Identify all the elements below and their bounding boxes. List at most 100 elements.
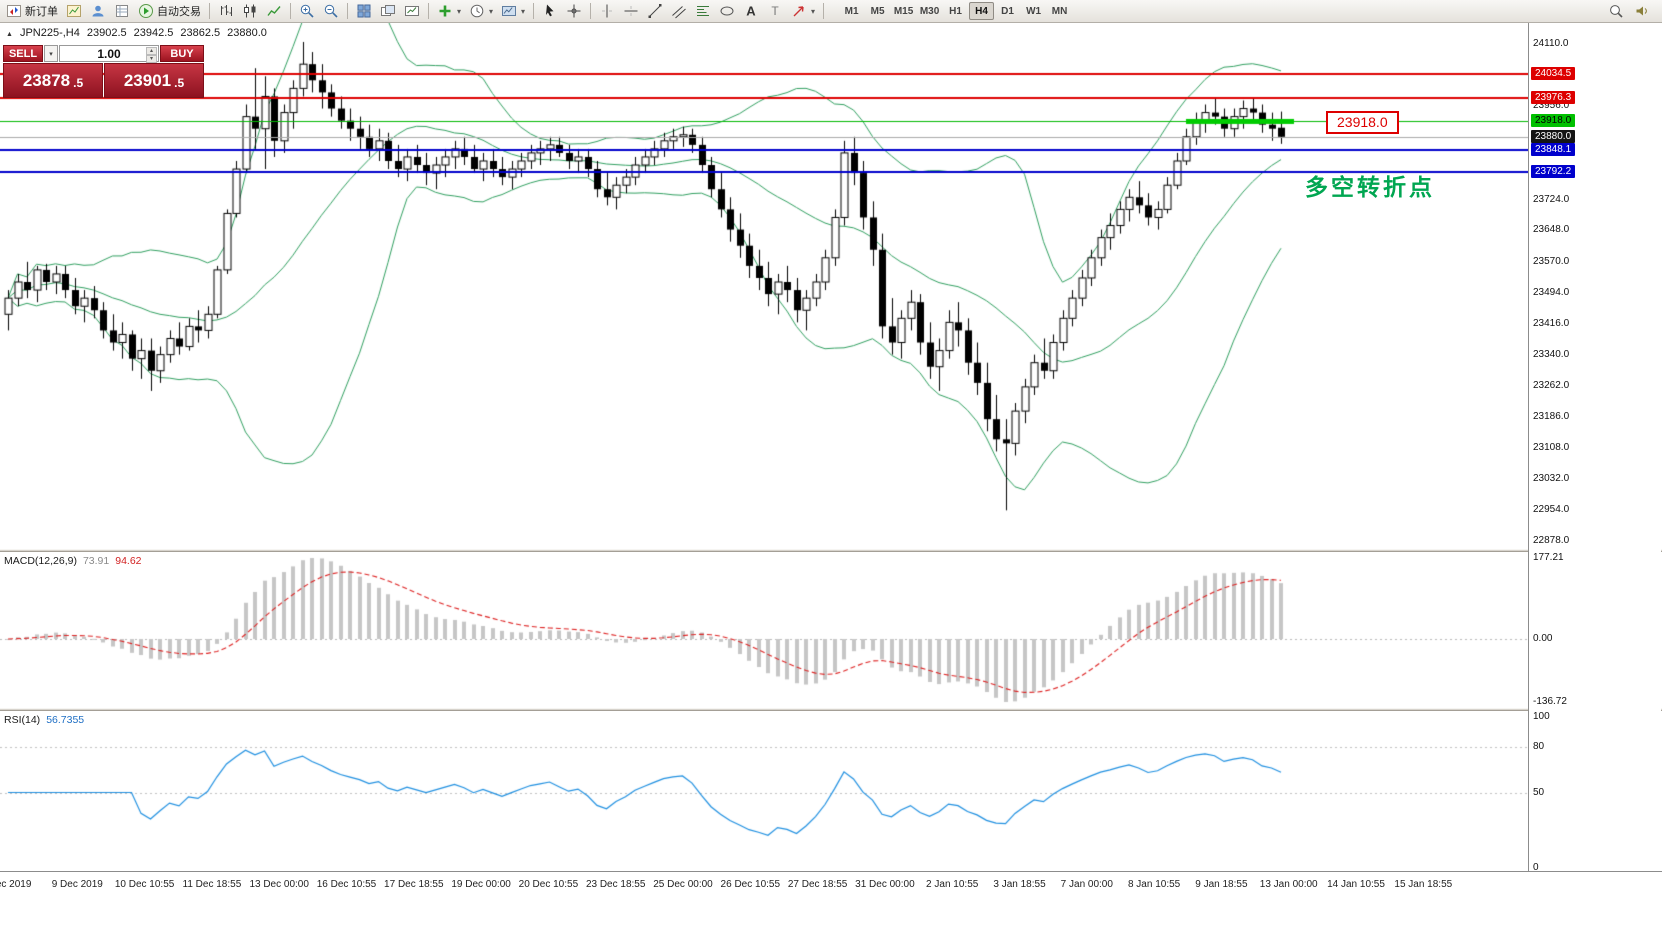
- arrows-button[interactable]: ▾: [788, 1, 818, 21]
- timeframe-group: M1 M5 M15 M30 H1 H4 D1 W1 MN: [839, 2, 1072, 20]
- channel-button[interactable]: [668, 1, 690, 21]
- bar-low-value: 23862.5: [180, 27, 221, 39]
- zoom-out-button[interactable]: [320, 1, 342, 21]
- data-window-button[interactable]: [111, 1, 133, 21]
- arrows-icon: [791, 3, 807, 19]
- price-axis-label: 23648.0: [1533, 224, 1570, 236]
- macd-pane-canvas[interactable]: [0, 552, 1528, 708]
- time-axis-label: 31 Dec 00:00: [855, 879, 915, 890]
- time-axis-label: 15 Jan 18:55: [1394, 879, 1453, 890]
- price-axis-label: 23956.0: [1533, 100, 1570, 112]
- time-axis-label: 23 Dec 18:55: [585, 879, 646, 890]
- price-axis[interactable]: 24110.0 23956.0 23724.0 23648.0 23570.0 23494…: [1529, 23, 1661, 873]
- sell-price-button[interactable]: 23878 .5: [3, 63, 103, 98]
- fibonacci-button[interactable]: [692, 1, 714, 21]
- sound-icon: [1634, 3, 1650, 19]
- autotrading-button[interactable]: 自动交易: [135, 1, 204, 21]
- chevron-down-icon: ▾: [457, 6, 462, 16]
- time-axis[interactable]: Dec 2019 9 Dec 2019 10 Dec 10:55 11 Dec 18:…: [0, 871, 1662, 899]
- periods-button[interactable]: ▾: [466, 1, 496, 21]
- chart-annotation: 多空转折点: [1305, 174, 1435, 200]
- arrange-icon: [380, 3, 396, 19]
- template-icon: [501, 3, 517, 19]
- label-button[interactable]: T: [764, 1, 786, 21]
- time-axis-label: 19 Dec 00:00: [451, 879, 511, 890]
- toolbar-right-group: [1605, 1, 1659, 21]
- main-chart-canvas[interactable]: [0, 23, 1528, 549]
- tile-windows-button[interactable]: [353, 1, 375, 21]
- channel-icon: [671, 3, 687, 19]
- timeframe-button-h1[interactable]: H1: [943, 2, 968, 20]
- time-axis-label: 14 Jan 10:55: [1327, 879, 1385, 890]
- horizontal-line-button[interactable]: [620, 1, 642, 21]
- new-chart-button[interactable]: [63, 1, 85, 21]
- trendline-button[interactable]: [644, 1, 666, 21]
- zoom-in-button[interactable]: [296, 1, 318, 21]
- time-axis-label: 17 Dec 18:55: [384, 879, 444, 890]
- shapes-icon: [719, 3, 735, 19]
- macd-title: MACD(12,26,9): [4, 555, 77, 567]
- symbol-arrow-icon: ▲: [6, 31, 13, 38]
- timeframe-button-mn[interactable]: MN: [1047, 2, 1072, 20]
- tile-icon: [356, 3, 372, 19]
- new-order-button[interactable]: 新订单: [3, 1, 61, 21]
- rsi-axis-label: 100: [1533, 711, 1550, 722]
- track-chart-button[interactable]: [401, 1, 423, 21]
- timeframe-button-d1[interactable]: D1: [995, 2, 1020, 20]
- crosshair-button[interactable]: [563, 1, 585, 21]
- macd-axis-label: 0.00: [1533, 633, 1553, 644]
- price-axis-label: 23570.0: [1533, 255, 1570, 267]
- chart-header: ▲ JPN225-,H4 23902.5 23942.5 23862.5 238…: [6, 27, 267, 39]
- chevron-down-icon: ▾: [521, 6, 526, 16]
- profiles-button[interactable]: [87, 1, 109, 21]
- time-axis-label: 27 Dec 18:55: [787, 879, 848, 890]
- buy-price-button[interactable]: 23901 .5: [104, 63, 204, 98]
- price-axis-label: 23494.0: [1533, 286, 1570, 298]
- volume-spinner[interactable]: ▴ ▾: [146, 47, 157, 63]
- cascade-windows-button[interactable]: [377, 1, 399, 21]
- line-icon: [266, 3, 282, 19]
- search-button[interactable]: [1605, 1, 1627, 21]
- timeframe-button-m30[interactable]: M30: [917, 2, 942, 20]
- rsi-axis-label: 80: [1533, 741, 1545, 753]
- rsi-pane-canvas[interactable]: [0, 711, 1528, 871]
- time-axis-label: 9 Dec 2019: [51, 879, 103, 890]
- price-axis-label: 24110.0: [1533, 38, 1569, 49]
- candles-icon: [242, 3, 258, 19]
- volume-input[interactable]: [73, 46, 145, 61]
- bar-chart-button[interactable]: [215, 1, 237, 21]
- timeframe-button-m15[interactable]: M15: [891, 2, 916, 20]
- timeframe-button-w1[interactable]: W1: [1021, 2, 1046, 20]
- spinner-up-icon: ▴: [146, 47, 157, 55]
- shapes-button[interactable]: [716, 1, 738, 21]
- time-axis-label: 8 Jan 10:55: [1127, 879, 1181, 890]
- chevron-down-icon: ▾: [489, 6, 494, 16]
- price-level-label: 23792.2: [1531, 165, 1576, 179]
- zoom-in-icon: [299, 3, 315, 19]
- new-order-button-label: 新订单: [25, 6, 58, 18]
- volume-dropdown-button[interactable]: ▾: [44, 45, 58, 62]
- timeframe-button-m1[interactable]: M1: [839, 2, 864, 20]
- rsi-pane-splitter[interactable]: [0, 708, 1662, 711]
- macd-signal-value: 94.62: [115, 555, 142, 567]
- search-icon: [1608, 3, 1624, 19]
- sell-button[interactable]: SELL: [3, 45, 43, 62]
- text-button[interactable]: A: [740, 1, 762, 21]
- candlestick-chart-button[interactable]: [239, 1, 261, 21]
- vertical-line-button[interactable]: [596, 1, 618, 21]
- templates-button[interactable]: ▾: [498, 1, 528, 21]
- buy-button[interactable]: BUY: [160, 45, 204, 62]
- indicators-button[interactable]: ▾: [434, 1, 464, 21]
- macd-pane-splitter[interactable]: [0, 549, 1662, 552]
- timeframe-button-m5[interactable]: M5: [865, 2, 890, 20]
- sound-button[interactable]: [1631, 1, 1653, 21]
- bar-open-value: 23902.5: [86, 27, 127, 39]
- line-chart-button[interactable]: [263, 1, 285, 21]
- rsi-axis-label: 50: [1533, 786, 1545, 798]
- timeframe-button-h4[interactable]: H4: [969, 2, 995, 20]
- price-axis-label: 22878.0: [1533, 535, 1570, 546]
- time-axis-label: 13 Dec 00:00: [249, 879, 309, 890]
- toolbar-separator: [823, 3, 825, 19]
- cursor-button[interactable]: [539, 1, 561, 21]
